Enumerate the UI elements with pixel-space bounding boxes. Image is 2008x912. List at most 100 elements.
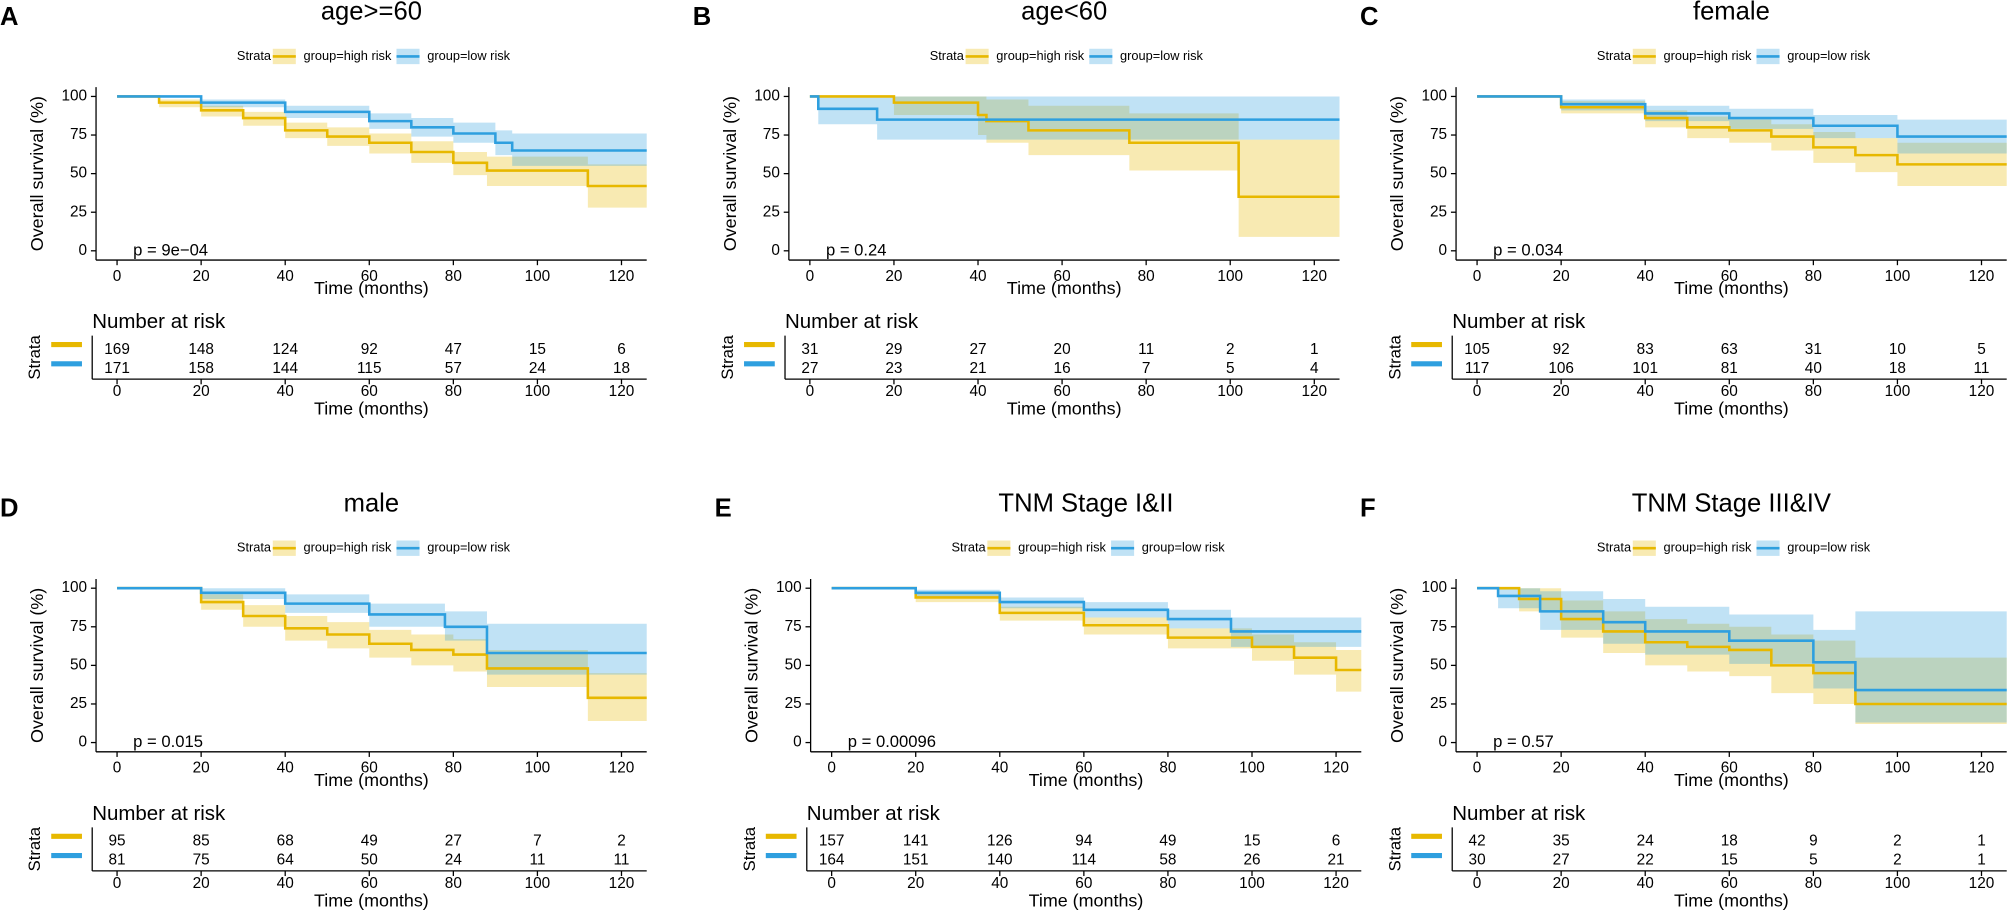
risk-table-x-tick-label: 80 — [445, 383, 462, 400]
x-tick-label: 60 — [361, 760, 378, 777]
y-tick-label: 100 — [754, 88, 780, 105]
x-axis-label: Time (months) — [1007, 278, 1122, 298]
survival-curve — [809, 95, 1340, 121]
x-tick-label: 40 — [277, 760, 294, 777]
x-tick-label: 80 — [445, 760, 462, 777]
risk-table-x-tick-label: 80 — [1138, 383, 1155, 400]
at-risk-count: 68 — [277, 833, 294, 850]
at-risk-count: 30 — [1469, 852, 1486, 869]
x-tick-label: 40 — [277, 268, 294, 285]
at-risk-count: 144 — [272, 360, 298, 377]
risk-table-y-label: Strata — [740, 826, 759, 871]
y-axis-label: Overall survival (%) — [1387, 588, 1407, 743]
y-tick-label: 75 — [70, 618, 87, 635]
risk-table-x-tick-label: 20 — [1553, 383, 1570, 400]
risk-table-x-tick-label: 100 — [525, 383, 551, 400]
at-risk-count: 23 — [885, 360, 902, 377]
risk-table-y-label: Strata — [25, 334, 44, 379]
x-tick-label: 60 — [1721, 268, 1738, 285]
legend-key-band — [1111, 540, 1135, 556]
legend-key-band — [1756, 48, 1780, 65]
at-risk-count: 24 — [1637, 833, 1655, 850]
risk-table-x-tick-label: 40 — [277, 383, 294, 400]
confidence-band — [809, 96, 1340, 140]
risk-table-x-tick-label: 100 — [1217, 383, 1243, 400]
survival-curve — [1477, 95, 2007, 138]
at-risk-count: 164 — [819, 852, 845, 869]
x-tick-label: 20 — [193, 760, 210, 777]
x-tick-label: 100 — [525, 268, 551, 285]
legend-title: Strata — [237, 540, 272, 555]
risk-table-y-label: Strata — [718, 334, 737, 379]
risk-table-x-tick-label: 80 — [1159, 875, 1176, 892]
p-value: p = 0.034 — [1493, 240, 1563, 259]
at-risk-count: 115 — [357, 360, 382, 377]
x-tick-label: 0 — [1473, 760, 1482, 777]
legend-key-band — [272, 540, 296, 556]
risk-table-x-tick-label: 120 — [1969, 383, 1995, 400]
at-risk-count: 42 — [1469, 833, 1486, 850]
risk-table-x-tick-label: 60 — [1721, 875, 1738, 892]
y-tick-label: 50 — [1430, 165, 1447, 182]
chart-title: age>=60 — [321, 0, 422, 26]
at-risk-count: 75 — [193, 852, 210, 869]
x-axis-label: Time (months) — [1674, 770, 1789, 790]
x-tick-label: 120 — [1969, 760, 1995, 777]
at-risk-count: 27 — [445, 833, 462, 850]
x-tick-label: 120 — [1301, 268, 1327, 285]
confidence-band — [117, 96, 647, 208]
p-value: p = 0.24 — [826, 240, 887, 259]
at-risk-count: 148 — [188, 341, 214, 358]
y-tick-label: 25 — [1430, 203, 1447, 220]
at-risk-count: 16 — [1054, 360, 1071, 377]
risk-table-x-tick-label: 100 — [1239, 875, 1265, 892]
at-risk-count: 101 — [1632, 360, 1658, 377]
at-risk-count: 18 — [1889, 360, 1906, 377]
y-tick-label: 0 — [1439, 734, 1448, 751]
y-tick-label: 100 — [776, 579, 802, 596]
panel-label: E — [715, 495, 732, 523]
x-tick-label: 120 — [609, 760, 635, 777]
risk-table-title: Number at risk — [92, 310, 226, 333]
at-risk-count: 5 — [1977, 341, 1986, 358]
risk-table-x-tick-label: 40 — [991, 875, 1008, 892]
legend-key-band — [1089, 48, 1113, 65]
risk-table-x-tick-label: 0 — [806, 383, 815, 400]
legend-label: group=high risk — [304, 540, 392, 555]
y-tick-label: 0 — [1439, 242, 1448, 259]
legend-label: group=low risk — [427, 48, 510, 63]
x-tick-label: 60 — [1721, 760, 1738, 777]
panel-label: B — [693, 3, 712, 31]
at-risk-count: 2 — [617, 833, 626, 850]
at-risk-count: 157 — [819, 833, 845, 850]
y-tick-label: 100 — [1421, 88, 1447, 105]
at-risk-count: 20 — [1054, 341, 1071, 358]
legend-label: group=high risk — [1664, 48, 1752, 63]
legend-title: Strata — [951, 540, 986, 555]
y-axis-label: Overall survival (%) — [27, 96, 47, 251]
risk-table-x-label: Time (months) — [314, 399, 429, 419]
y-axis-label: Overall survival (%) — [742, 588, 762, 743]
panel-label: C — [1360, 3, 1378, 31]
risk-table-x-label: Time (months) — [1674, 399, 1789, 419]
x-tick-label: 60 — [1054, 268, 1071, 285]
risk-table-x-label: Time (months) — [314, 890, 429, 910]
x-axis-label: Time (months) — [1674, 278, 1789, 298]
risk-table-title: Number at risk — [785, 310, 919, 333]
x-tick-label: 40 — [1637, 760, 1654, 777]
legend-label: group=high risk — [1018, 540, 1106, 555]
p-value: p = 0.00096 — [848, 732, 936, 751]
chart-title: age<60 — [1021, 0, 1107, 26]
at-risk-count: 21 — [1328, 852, 1345, 869]
risk-table-x-tick-label: 100 — [1885, 875, 1911, 892]
x-tick-label: 60 — [361, 268, 378, 285]
y-tick-label: 100 — [1421, 579, 1447, 596]
at-risk-count: 35 — [1553, 833, 1570, 850]
at-risk-count: 21 — [969, 360, 986, 377]
x-tick-label: 80 — [1159, 760, 1176, 777]
panel: F TNM Stage III&IV Strata group=high risk gr… — [1360, 489, 2007, 910]
risk-table-x-tick-label: 80 — [1805, 383, 1822, 400]
